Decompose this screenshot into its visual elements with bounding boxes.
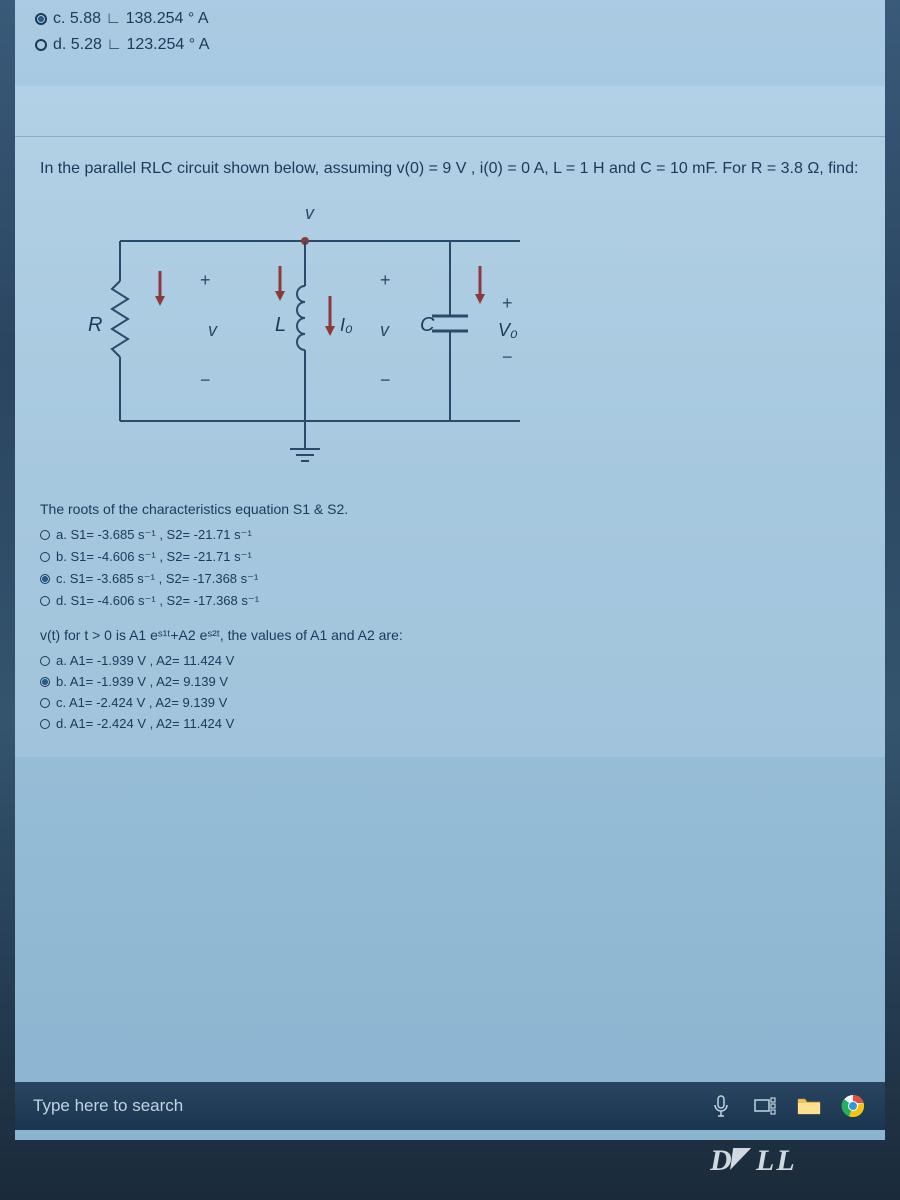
svg-text:−: −: [380, 370, 391, 390]
svg-text:−: −: [502, 347, 513, 367]
label-v1: v: [208, 320, 218, 340]
prev-option-d[interactable]: d. 5.28 ∟ 123.254 ° A: [35, 36, 865, 54]
svg-text:+: +: [380, 270, 391, 290]
svg-text:+: +: [502, 293, 513, 313]
label-C: C: [420, 314, 435, 336]
sub2-option-b[interactable]: b. A1= -1.939 V , A2= 9.139 V: [40, 674, 860, 689]
svg-text:+: +: [200, 270, 211, 290]
option-text: a. A1= -1.939 V , A2= 11.424 V: [56, 653, 234, 668]
sub2-option-a[interactable]: a. A1= -1.939 V , A2= 11.424 V: [40, 653, 860, 668]
subquestion-1-prompt: The roots of the characteristics equatio…: [40, 501, 860, 517]
radio-icon: [35, 13, 47, 25]
radio-icon: [40, 552, 50, 562]
svg-text:D: D: [710, 1144, 734, 1177]
taskbar: Type here to search: [15, 1082, 885, 1130]
prev-option-d-text: d. 5.28 ∟ 123.254 ° A: [53, 36, 209, 54]
option-text: d. A1= -2.424 V , A2= 11.424 V: [56, 716, 234, 731]
sub1-option-c[interactable]: c. S1= -3.685 s⁻¹ , S2= -17.368 s⁻¹: [40, 571, 860, 587]
label-L: L: [275, 314, 286, 336]
option-text: c. S1= -3.685 s⁻¹ , S2= -17.368 s⁻¹: [56, 571, 258, 587]
label-top-v: v: [305, 203, 315, 223]
prev-option-c-text: c. 5.88 ∟ 138.254 ° A: [53, 10, 209, 28]
chrome-icon[interactable]: [839, 1092, 867, 1120]
svg-text:LL: LL: [755, 1144, 797, 1177]
sub2-option-c[interactable]: c. A1= -2.424 V , A2= 9.139 V: [40, 695, 860, 710]
label-I0: I₀: [340, 315, 353, 335]
radio-icon: [40, 677, 50, 687]
radio-icon: [40, 656, 50, 666]
radio-icon: [40, 596, 50, 606]
circuit-diagram: v R + v −: [80, 201, 560, 481]
search-input[interactable]: Type here to search: [33, 1096, 183, 1116]
radio-icon: [40, 574, 50, 584]
radio-icon: [40, 698, 50, 708]
cortana-icon[interactable]: [707, 1092, 735, 1120]
sub1-option-b[interactable]: b. S1= -4.606 s⁻¹ , S2= -21.71 s⁻¹: [40, 549, 860, 565]
option-text: c. A1= -2.424 V , A2= 9.139 V: [56, 695, 227, 710]
label-v2: v: [380, 320, 390, 340]
option-text: b. A1= -1.939 V , A2= 9.139 V: [56, 674, 228, 689]
option-text: b. S1= -4.606 s⁻¹ , S2= -21.71 s⁻¹: [56, 549, 252, 565]
sub1-option-d[interactable]: d. S1= -4.606 s⁻¹ , S2= -17.368 s⁻¹: [40, 593, 860, 609]
radio-icon: [40, 530, 50, 540]
quiz-screen: c. 5.88 ∟ 138.254 ° A d. 5.28 ∟ 123.254 …: [15, 0, 885, 1140]
subquestion-2-prompt: v(t) for t > 0 is A1 eˢ¹ᵗ+A2 eˢ²ᵗ, the v…: [40, 627, 860, 643]
option-text: a. S1= -3.685 s⁻¹ , S2= -21.71 s⁻¹: [56, 527, 252, 543]
task-view-icon[interactable]: [751, 1092, 779, 1120]
prev-option-c[interactable]: c. 5.88 ∟ 138.254 ° A: [35, 10, 865, 28]
label-R: R: [88, 314, 102, 336]
question-card: In the parallel RLC circuit shown below,…: [15, 136, 885, 757]
previous-question-tail: c. 5.88 ∟ 138.254 ° A d. 5.28 ∟ 123.254 …: [15, 0, 885, 86]
sub2-option-d[interactable]: d. A1= -2.424 V , A2= 11.424 V: [40, 716, 860, 731]
dell-logo: D LL: [710, 1142, 840, 1186]
radio-icon: [35, 39, 47, 51]
svg-text:−: −: [200, 370, 211, 390]
label-V0: V₀: [498, 320, 518, 340]
radio-icon: [40, 719, 50, 729]
file-explorer-icon[interactable]: [795, 1092, 823, 1120]
question-text: In the parallel RLC circuit shown below,…: [40, 157, 860, 181]
sub1-option-a[interactable]: a. S1= -3.685 s⁻¹ , S2= -21.71 s⁻¹: [40, 527, 860, 543]
option-text: d. S1= -4.606 s⁻¹ , S2= -17.368 s⁻¹: [56, 593, 259, 609]
